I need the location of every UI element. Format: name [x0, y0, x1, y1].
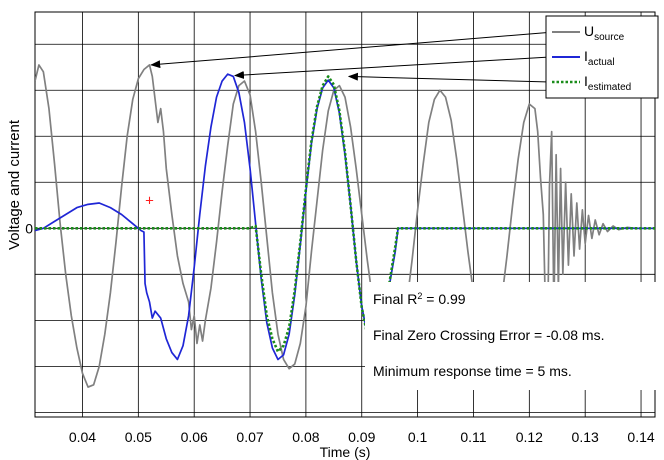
- x-tick-label: 0.08: [292, 429, 319, 445]
- y-tick-label: 0: [25, 220, 33, 236]
- result-text-line: Final Zero Crossing Error = -0.08 ms.: [373, 327, 604, 343]
- series-layer: [35, 64, 655, 388]
- result-text-superscript: 2: [417, 291, 422, 301]
- y-tick-labels: 0: [25, 220, 33, 236]
- plot-area-border: [34, 11, 656, 418]
- results-textbox: Final R2 = 0.99 Final Zero Crossing Error…: [365, 282, 657, 390]
- x-tick-label: 0.06: [181, 429, 208, 445]
- x-tick-label: 0.1: [408, 429, 428, 445]
- result-text-prefix: Minimum response time = 5 ms.: [373, 363, 572, 379]
- legend-label-subscript: actual: [588, 57, 615, 68]
- legend-entry-usource: Usource: [552, 23, 625, 43]
- x-tick-labels: 0.04 0.05 0.06 0.07 0.08 0.09 0.1 0.11 0.12 0.13 0…: [69, 429, 655, 445]
- red-plus-marker: +: [145, 193, 154, 210]
- x-tick-label: 0.07: [236, 429, 263, 445]
- legend-label-base: U: [584, 23, 594, 39]
- result-text-line: Final R2 = 0.99: [373, 291, 466, 307]
- legend-label: Iactual: [584, 48, 615, 68]
- x-axis-label: Time (s): [320, 444, 371, 460]
- legend-label: Iestimated: [584, 73, 631, 93]
- legend-entry-iactual: Iactual: [552, 48, 615, 68]
- result-text-prefix: Final R: [373, 291, 417, 307]
- x-tick-label: 0.12: [516, 429, 543, 445]
- result-text-suffix: = 0.99: [422, 291, 465, 307]
- usource-series-line: [35, 64, 655, 388]
- iactual-series-line: [35, 73, 655, 361]
- arrow-to-iactual: [233, 56, 551, 79]
- x-tick-label: 0.14: [627, 429, 654, 445]
- legend-label: Usource: [584, 23, 625, 43]
- legend-label-subscript: estimated: [588, 82, 631, 93]
- arrow-to-iestimated: [347, 72, 551, 83]
- result-text-line: Minimum response time = 5 ms.: [373, 363, 572, 379]
- legend-label-subscript: source: [594, 32, 624, 43]
- annotation-arrows: [150, 31, 555, 83]
- legend-label-base: I: [584, 48, 588, 64]
- legend-entry-iestimated: Iestimated: [552, 73, 631, 93]
- legend-label-base: I: [584, 73, 588, 89]
- result-text-prefix: Final Zero Crossing Error = -0.08 ms.: [373, 327, 604, 343]
- y-axis-label: Voltage and current: [6, 119, 23, 250]
- x-tick-label: 0.13: [572, 429, 599, 445]
- x-tick-label: 0.09: [348, 429, 375, 445]
- x-tick-label: 0.04: [69, 429, 96, 445]
- iestimated-series-line: [35, 75, 655, 353]
- x-tick-label: 0.05: [125, 429, 152, 445]
- x-tick-label: 0.11: [460, 429, 486, 445]
- arrow-to-usource: [150, 31, 555, 69]
